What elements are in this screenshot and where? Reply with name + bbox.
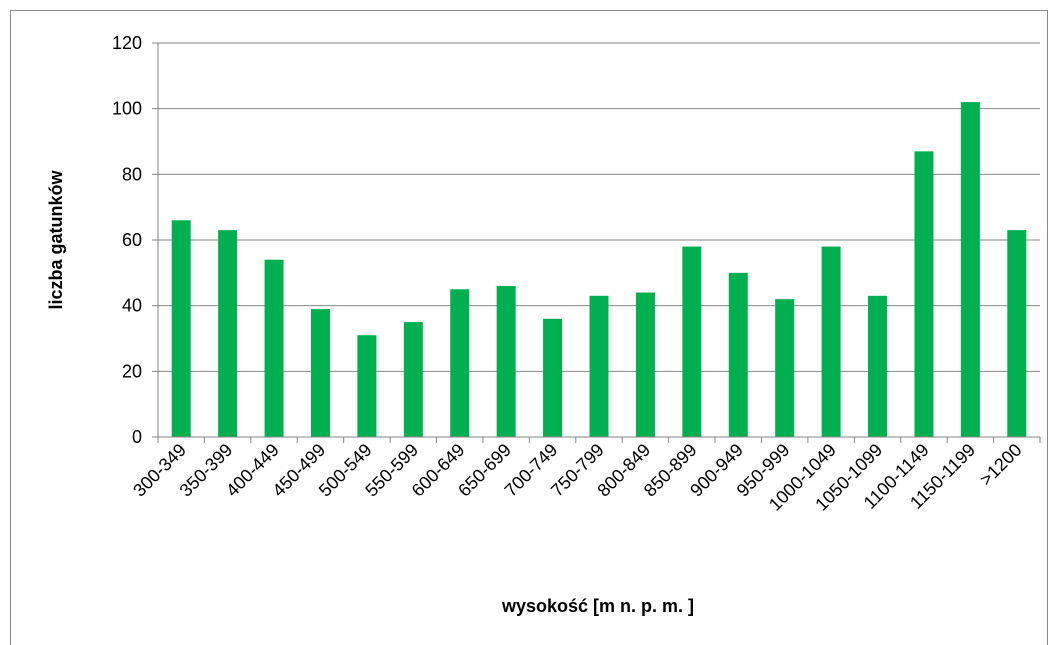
bar xyxy=(264,259,284,437)
bar xyxy=(868,295,888,437)
bar xyxy=(821,246,841,437)
y-axis-title: liczba gatunków xyxy=(46,170,66,310)
y-tick-label: 20 xyxy=(122,361,142,381)
bar xyxy=(960,102,980,437)
bar xyxy=(635,292,655,437)
y-tick-label: 0 xyxy=(132,427,142,447)
bar xyxy=(496,285,516,437)
bar xyxy=(310,308,330,437)
bar xyxy=(775,299,795,437)
bar xyxy=(543,318,563,437)
chart-border xyxy=(10,10,1048,645)
y-tick-label: 80 xyxy=(122,164,142,184)
y-tick-label: 100 xyxy=(112,99,142,119)
bar xyxy=(218,230,238,437)
bar xyxy=(914,151,934,437)
bar xyxy=(450,289,470,437)
bar xyxy=(1007,230,1027,437)
x-axis-title: wysokość [m n. p. m. ] xyxy=(501,596,694,616)
bar xyxy=(403,322,423,437)
y-tick-label: 120 xyxy=(112,33,142,53)
bar xyxy=(357,335,377,437)
bar xyxy=(728,272,748,437)
bar xyxy=(589,295,609,437)
bar xyxy=(682,246,702,437)
y-tick-label: 40 xyxy=(122,296,142,316)
bar xyxy=(171,220,191,437)
y-tick-label: 60 xyxy=(122,230,142,250)
